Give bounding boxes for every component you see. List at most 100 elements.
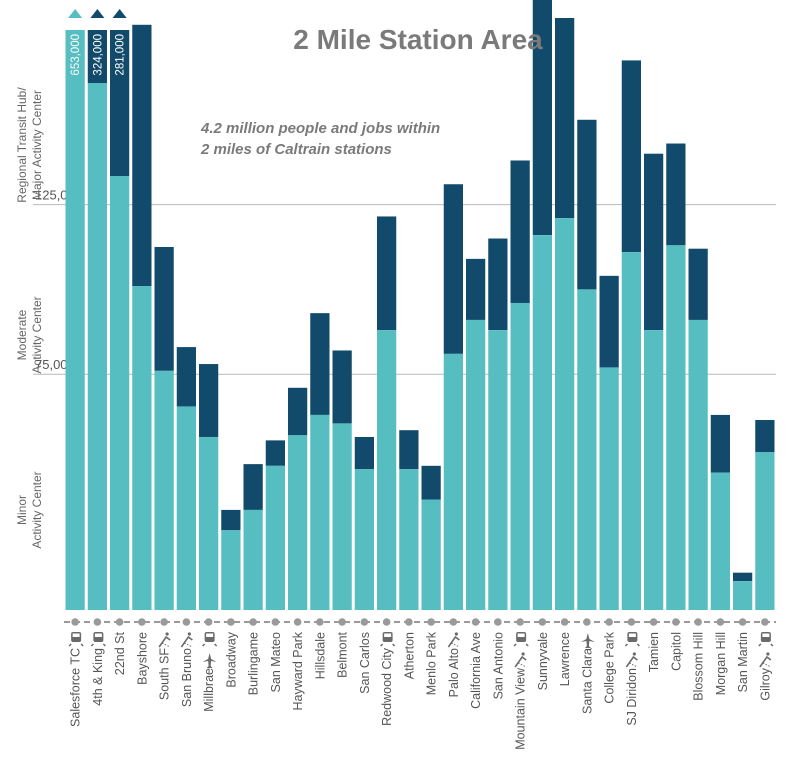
station-dot xyxy=(271,618,280,626)
bar-upper-hillsdale xyxy=(310,313,330,415)
bar-lower-san-bruno xyxy=(176,406,196,610)
station-dot xyxy=(649,618,658,626)
station-dot xyxy=(471,618,480,626)
bar-upper-tamien xyxy=(644,153,664,331)
bar-lower-hillsdale xyxy=(310,414,330,610)
bar-lower-salesforce-tc xyxy=(65,30,85,610)
bar-upper-blossom-hill xyxy=(688,248,708,320)
bar-upper-san-antonio xyxy=(488,238,508,331)
x-label-blossom-hill: Blossom Hill xyxy=(692,632,706,701)
x-label-hayward-park: Hayward Park xyxy=(291,631,305,710)
bar-lower-college-park xyxy=(599,367,619,610)
station-dot xyxy=(672,618,680,626)
hike-bike-icon xyxy=(180,632,193,648)
band-label-minor: Minor Activity Center xyxy=(15,471,44,548)
bar-lower-atherton xyxy=(399,469,419,610)
bar-lower-mountain-view xyxy=(510,302,530,610)
bar-lower-san-mateo xyxy=(265,465,285,610)
station-dot xyxy=(360,618,369,626)
bar-upper-sunnyvale xyxy=(532,0,552,236)
station-dot xyxy=(316,618,324,626)
bar-upper-santa-clara xyxy=(577,119,597,290)
band-label-moderate-line-1: Moderate xyxy=(15,309,29,360)
x-label-college-park: College Park xyxy=(603,631,617,703)
bar-upper-belmont xyxy=(332,350,352,424)
band-label-major-line-2: Major Activity Center xyxy=(30,90,44,200)
band-label-moderate: Moderate Activity Center xyxy=(15,296,44,373)
bar-upper-morgan-hill xyxy=(710,414,730,473)
x-label-morgan-hill: Morgan Hill xyxy=(714,632,728,695)
bar-lower-broadway xyxy=(221,530,241,610)
station-dot xyxy=(71,618,79,626)
off-scale-arrow-icon xyxy=(68,9,83,18)
x-label-burlingame: Burlingame xyxy=(247,632,261,695)
bar-upper-burlingame xyxy=(243,464,263,510)
station-dot xyxy=(182,618,191,626)
bar-lower-san-martin xyxy=(733,581,753,610)
station-dot xyxy=(249,618,257,626)
station-dot xyxy=(405,618,413,626)
annotation-line-1: 4.2 million people and jobs within xyxy=(200,120,440,137)
bar-upper-san-bruno xyxy=(176,347,196,407)
bar-upper-4th-king xyxy=(87,30,107,83)
x-label-salesforce-tc: Salesforce TC xyxy=(69,648,83,727)
bar-lower-22nd-st xyxy=(110,176,130,610)
bar-upper-sj-diridon xyxy=(621,60,641,253)
station-dot xyxy=(338,618,346,626)
bar-lower-redwood-city xyxy=(377,330,397,610)
x-label-san-antonio: San Antonio xyxy=(491,632,505,699)
x-label-sj-diridon: SJ Diridon xyxy=(625,668,639,726)
off-scale-arrow-icon xyxy=(90,9,105,18)
station-dot xyxy=(583,618,591,626)
bar-upper-redwood-city xyxy=(377,216,397,331)
band-label-moderate-line-2: Activity Center xyxy=(30,296,44,373)
station-dot xyxy=(494,618,502,626)
airport-icon xyxy=(580,633,595,648)
x-label-san-carlos: San Carlos xyxy=(358,632,372,694)
x-label-belmont: Belmont xyxy=(336,631,350,677)
x-label-4th-king: 4th & King xyxy=(91,648,105,706)
bar-upper-college-park xyxy=(599,275,619,368)
station-dot xyxy=(227,618,235,626)
chart-title: 2 Mile Station Area xyxy=(293,24,543,55)
x-label-south-sf: South SF xyxy=(158,648,172,700)
annotation-line-2: 2 miles of Caltrain stations xyxy=(200,141,392,158)
x-label-mountain-view: Mountain View xyxy=(514,667,528,750)
bar-lower-morgan-hill xyxy=(710,472,730,610)
hike-bike-train-icon xyxy=(758,632,774,668)
bar-lower-california-ave xyxy=(466,319,486,610)
station-dot xyxy=(93,618,102,626)
axis-layer xyxy=(64,618,776,626)
station-dot xyxy=(138,618,146,626)
bar-lower-menlo-park xyxy=(421,499,441,610)
bar-upper-mountain-view xyxy=(510,160,530,303)
x-label-palo-alto: Palo Alto xyxy=(447,648,461,697)
y-tick-label: 75,000 xyxy=(35,357,75,372)
bar-lower-bayshore xyxy=(132,286,152,610)
station-dot xyxy=(560,618,569,626)
x-label-california-ave: California Ave xyxy=(469,632,483,709)
bar-lower-palo-alto xyxy=(443,353,463,610)
bar-lower-sunnyvale xyxy=(532,235,552,610)
x-label-hillsdale: Hillsdale xyxy=(313,632,327,679)
bar-upper-bayshore xyxy=(132,24,152,287)
hike-bike-icon xyxy=(447,632,460,648)
x-label-menlo-park: Menlo Park xyxy=(425,631,439,695)
hike-bike-train-icon xyxy=(624,632,640,668)
bar-lower-capitol xyxy=(666,245,686,611)
x-label-san-bruno: San Bruno xyxy=(180,648,194,707)
station-dot xyxy=(516,618,524,626)
bar-lower-lawrence xyxy=(555,218,575,610)
x-label-atherton: Atherton xyxy=(402,632,416,679)
x-label-tamien: Tamien xyxy=(647,632,661,672)
bar-upper-hayward-park xyxy=(288,387,308,436)
bar-lower-tamien xyxy=(644,330,664,610)
bar-upper-gilroy xyxy=(755,420,775,453)
station-dot xyxy=(449,618,458,626)
bar-lower-santa-clara xyxy=(577,289,597,610)
bar-upper-palo-alto xyxy=(443,184,463,354)
bar-upper-broadway xyxy=(221,509,241,531)
tops-layer: 653,000 324,000 281,000 xyxy=(68,9,127,76)
bar-lower-4th-king xyxy=(87,83,107,610)
